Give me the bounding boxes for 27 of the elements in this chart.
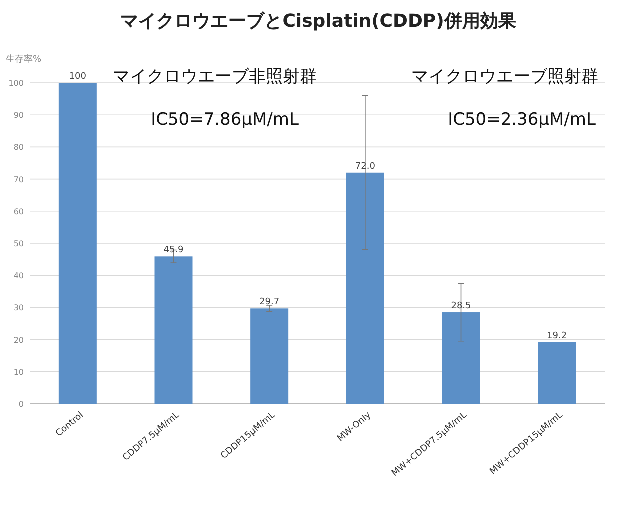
annotation: マイクロウエーブ照射群 [412, 67, 598, 87]
bar [154, 256, 193, 404]
data-label: 45.9 [164, 246, 184, 256]
y-axis-title: 生存率% [6, 54, 42, 65]
y-tick-label: 0 [18, 400, 24, 409]
y-tick-label: 60 [14, 207, 24, 216]
y-tick-label: 50 [14, 240, 24, 248]
y-tick-label: 30 [14, 304, 24, 313]
bar [346, 172, 384, 404]
bar [538, 342, 576, 404]
bar [58, 83, 97, 404]
y-tick-label: 20 [14, 336, 24, 345]
bar [442, 312, 480, 404]
annotation: IC50=7.86μM/mL [151, 110, 300, 130]
y-tick-label: 40 [14, 272, 24, 281]
y-tick-label: 70 [14, 175, 24, 184]
bar [250, 308, 289, 404]
annotation: マイクロウエーブ非照射群 [113, 67, 317, 87]
data-label: 29.7 [260, 298, 280, 308]
y-tick-label: 10 [14, 368, 24, 377]
y-tick-label: 100 [8, 79, 24, 88]
annotation: IC50=2.36μM/mL [448, 110, 596, 130]
chart-title: マイクロウエーブとCisplatin(CDDP)併用効果 [120, 11, 518, 32]
y-tick-label: 80 [14, 143, 24, 152]
y-tick-label: 90 [14, 111, 24, 120]
data-label: 19.2 [547, 331, 568, 342]
data-label: 100 [69, 72, 87, 82]
